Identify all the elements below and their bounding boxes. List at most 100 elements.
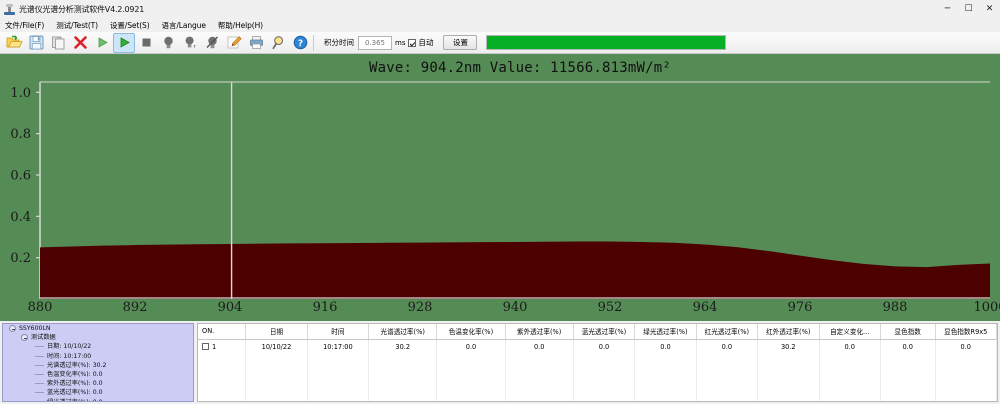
tree-node-label: 蓝光透过率(%): 0.0 — [47, 389, 103, 397]
x-tick-label: 988 — [882, 300, 908, 315]
table-empty-cell — [819, 354, 881, 369]
table-empty-row — [198, 384, 997, 399]
menu-bar: 文件/File(F) 测试/Test(T) 设置/Set(S) 语言/Langu… — [0, 18, 1000, 32]
table-empty-cell — [573, 399, 636, 401]
tree-node-label: 测试数据 — [31, 334, 56, 342]
auto-checkbox-box[interactable] — [408, 38, 417, 47]
table-header-uv[interactable]: 紫外透过率(%) — [505, 324, 574, 340]
table-empty-cell — [819, 399, 881, 401]
table-empty-cell — [505, 354, 574, 369]
tree-branch-line — [35, 364, 44, 366]
integration-time-label: 积分时间 — [324, 38, 354, 47]
minimize-button[interactable]: ─ — [944, 3, 951, 14]
magnifier-icon[interactable] — [267, 33, 289, 53]
table-empty-cell — [696, 369, 759, 384]
tree-node-label: SSY600LN — [19, 325, 51, 333]
x-tick-label: 892 — [122, 300, 148, 315]
tree-branch[interactable]: 测试数据 — [3, 333, 193, 342]
table-empty-cell — [307, 369, 370, 384]
play-icon[interactable] — [91, 33, 113, 53]
tree-leaf[interactable]: 紫外透过率(%): 0.0 — [3, 379, 193, 388]
tree-leaf[interactable]: 色温变化率(%): 0.0 — [3, 370, 193, 379]
delete-icon[interactable] — [69, 33, 91, 53]
table-empty-cell — [935, 399, 997, 401]
row-checkbox[interactable] — [202, 342, 209, 350]
table-empty-cell — [757, 354, 820, 369]
save-icon[interactable] — [25, 33, 47, 53]
table-empty-cell — [757, 369, 820, 384]
table-empty-cell — [880, 384, 936, 399]
menu-language[interactable]: 语言/Langue — [161, 20, 206, 30]
x-tick-label: 940 — [502, 300, 528, 315]
close-button[interactable]: ✕ — [985, 3, 994, 14]
results-table: ON. 日期 时间 光谱透过率(%) 色温变化率(%) 紫外透过率(%) 蓝光透过率(%) 绿… — [198, 324, 997, 401]
run-icon[interactable] — [113, 32, 135, 53]
table-header-blue[interactable]: 蓝光透过率(%) — [573, 324, 636, 340]
chart-plot-area[interactable]: 0.2 0.4 0.6 0.8 1.0 — [0, 54, 1000, 299]
table-empty-cell — [505, 399, 574, 401]
copy-icon[interactable] — [47, 33, 69, 53]
table-empty-cell — [436, 369, 506, 384]
print-icon[interactable] — [245, 33, 267, 53]
help-icon[interactable]: ? — [289, 33, 311, 53]
bottom-panels: SSY600LN 测试数据 日期: 10/10/22 时间: 10:17:00 光谱透过… — [0, 321, 1000, 404]
integration-time-unit: ms — [395, 38, 406, 47]
table-header-green[interactable]: 绿光透过率(%) — [634, 324, 697, 340]
menu-help[interactable]: 帮助/Help(H) — [217, 20, 263, 30]
maximize-button[interactable]: ☐ — [964, 3, 973, 14]
menu-test[interactable]: 测试/Test(T) — [56, 20, 98, 30]
svg-text:r: r — [193, 44, 196, 50]
table-empty-cell — [307, 384, 370, 399]
table-empty-cell — [880, 354, 936, 369]
x-tick-label: 964 — [692, 300, 718, 315]
stop-icon[interactable] — [135, 33, 157, 53]
spectrum-chart[interactable]: Wave: 904.2nm Value: 11566.813mW/m² 0.2 0… — [0, 54, 1000, 299]
tree-leaf[interactable]: 日期: 10/10/22 — [3, 342, 193, 351]
menu-file[interactable]: 文件/File(F) — [5, 20, 45, 30]
table-header-custom[interactable]: 自定义变化... — [819, 324, 881, 340]
spectrum-area — [40, 241, 990, 299]
tree-leaf[interactable]: 绿光透过率(%): 0.0 — [3, 398, 193, 401]
table-header-on[interactable]: ON. — [198, 324, 247, 340]
measurement-tree[interactable]: SSY600LN 测试数据 日期: 10/10/22 时间: 10:17:00 光谱透过… — [2, 323, 194, 402]
table-empty-cell — [880, 369, 936, 384]
set-button[interactable]: 设置 — [443, 35, 478, 50]
x-tick-label: 1000 — [973, 300, 1000, 315]
table-empty-cell — [573, 354, 636, 369]
x-tick-label: 916 — [312, 300, 338, 315]
lamp-icon[interactable] — [157, 33, 179, 53]
tree-branch[interactable]: SSY600LN — [3, 324, 193, 333]
table-header-cri[interactable]: 显色指数 — [880, 324, 936, 340]
auto-checkbox-label: 自动 — [418, 38, 434, 47]
table-empty-cell — [198, 369, 247, 384]
table-header-cri9[interactable]: 显色指数R9x5 — [935, 324, 997, 340]
table-cell-custom: 0.0 — [819, 339, 881, 354]
table-empty-cell — [245, 354, 308, 369]
window-title: 光谱仪光谱分析测试软件V4.2.0921 — [19, 4, 145, 14]
tree-leaf[interactable]: 时间: 10:17:00 — [3, 352, 193, 361]
table-empty-cell — [198, 384, 247, 399]
menu-set[interactable]: 设置/Set(S) — [109, 20, 150, 30]
table-empty-cell — [696, 354, 759, 369]
table-row[interactable]: 1 10/10/22 10:17:00 30.2 0.0 0.0 0.0 0.0 0.0 30.2… — [198, 339, 997, 354]
integration-time-input[interactable]: 0.365 — [358, 35, 392, 50]
table-header-red[interactable]: 红光透过率(%) — [696, 324, 759, 340]
auto-checkbox[interactable]: 自动 — [408, 37, 433, 48]
progress-bar — [486, 35, 727, 50]
results-table-pane[interactable]: ON. 日期 时间 光谱透过率(%) 色温变化率(%) 紫外透过率(%) 蓝光透过率(%) 绿… — [197, 323, 998, 402]
dark-ref-icon[interactable] — [201, 33, 223, 53]
tree-expander-icon[interactable] — [21, 334, 28, 342]
lamp-ref-icon[interactable]: r — [179, 33, 201, 53]
open-folder-icon[interactable] — [3, 33, 25, 53]
table-header-time[interactable]: 时间 — [307, 324, 370, 340]
table-header-spectral[interactable]: 光谱透过率(%) — [368, 324, 438, 340]
edit-icon[interactable] — [223, 33, 245, 53]
table-header-cct[interactable]: 色温变化率(%) — [436, 324, 506, 340]
table-empty-cell — [757, 399, 820, 401]
table-header-date[interactable]: 日期 — [245, 324, 308, 340]
tree-leaf[interactable]: 蓝光透过率(%): 0.0 — [3, 388, 193, 397]
tree-expander-icon[interactable] — [9, 325, 16, 333]
tree-leaf[interactable]: 光谱透过率(%): 30.2 — [3, 361, 193, 370]
table-empty-cell — [505, 369, 574, 384]
table-header-ir[interactable]: 红外透过率(%) — [757, 324, 820, 340]
